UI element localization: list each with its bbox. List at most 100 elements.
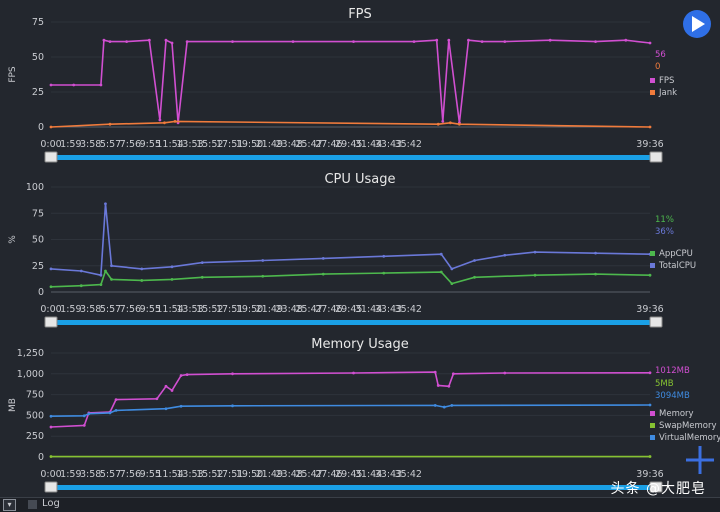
memory-usage-chart: Memory Usage 0 250 500 750 1,000 1,250 MB 0:001:… [8, 337, 720, 493]
data-point-virtualmemory [231, 404, 234, 408]
data-point-virtualmemory [82, 414, 86, 418]
legend-label: TotalCPU [658, 261, 696, 271]
data-point-jank [648, 125, 652, 129]
x-tick-label: 15:52 [196, 304, 223, 315]
y-axis-label-fps: FPS [8, 66, 18, 83]
x-tick-label: 33:43 [375, 139, 402, 150]
data-point-totalcpu [321, 257, 325, 260]
x-tick-label: 29:45 [335, 469, 362, 480]
x-tick-label: 5:57 [100, 139, 121, 150]
data-point-fps [49, 83, 53, 87]
slider-start-handle[interactable] [44, 481, 58, 493]
data-point-totalcpu [503, 253, 507, 257]
data-point-appcpu [594, 272, 597, 276]
x-tick-label: 25:47 [295, 304, 322, 315]
data-point-memory [436, 384, 440, 387]
data-point-jank [436, 122, 440, 126]
x-tick-label: 0:00 [40, 469, 61, 480]
current-value: 3094MB [655, 391, 690, 401]
data-point-totalcpu [200, 261, 204, 264]
x-tick-label: 39:36 [636, 139, 663, 150]
x-tick-label: 3:58 [80, 469, 101, 480]
data-point-appcpu [533, 273, 537, 277]
chevron-down-icon: ▾ [7, 500, 12, 509]
data-point-jank [163, 121, 166, 125]
x-tick-label: 39:36 [636, 469, 663, 480]
data-point-fps [548, 38, 552, 42]
x-tick-label: 7:56 [120, 139, 141, 150]
y-tick-label: 50 [32, 235, 44, 246]
x-tick-label: 15:52 [196, 139, 223, 150]
time-range-slider[interactable] [52, 320, 657, 325]
x-tick-label: 19:50 [236, 469, 263, 480]
data-point-appcpu [321, 272, 325, 276]
x-tick-label: 31:44 [355, 304, 382, 315]
x-tick-label: 35:42 [395, 469, 422, 480]
y-tick-label: 0 [38, 122, 44, 133]
data-point-fps [624, 38, 628, 42]
data-point-totalcpu [49, 267, 53, 271]
x-tick-label: 21:49 [256, 139, 283, 150]
fps-chart: FPS 0 25 50 75 FPS 0:001:593:585:577:569:5511:… [8, 7, 677, 163]
data-point-fps [102, 38, 106, 42]
data-point-jank [448, 121, 452, 125]
data-point-appcpu [439, 270, 443, 274]
x-tick-label: 11:54 [156, 139, 183, 150]
watermark: 头条 @大肥皂 [610, 481, 706, 497]
data-point-virtualmemory [108, 411, 112, 415]
data-point-fps [467, 38, 470, 42]
slider-end-handle[interactable] [649, 151, 663, 163]
data-point-appcpu [110, 278, 113, 281]
x-tick-label: 0:00 [40, 139, 61, 150]
log-toggle-button[interactable]: ▾ [3, 499, 16, 511]
data-point-memory [352, 371, 355, 375]
data-point-totalcpu [439, 252, 443, 256]
x-tick-label: 19:50 [236, 139, 263, 150]
x-tick-label: 9:55 [140, 304, 161, 315]
y-axis-label-memory: MB [8, 398, 18, 412]
x-tick-label: 5:57 [100, 469, 121, 480]
data-point-appcpu [200, 275, 204, 279]
x-tick-label: 29:45 [335, 139, 362, 150]
slider-start-handle[interactable] [44, 316, 58, 328]
play-button[interactable] [683, 10, 711, 38]
slider-end-handle[interactable] [649, 316, 663, 328]
current-value: 1012MB [655, 366, 690, 376]
x-tick-label: 15:52 [196, 469, 223, 480]
y-tick-label: 25 [32, 87, 44, 98]
x-tick-label: 17:51 [216, 139, 243, 150]
data-point-fps [164, 38, 168, 42]
chart-title: CPU Usage [324, 172, 395, 187]
legend-label: FPS [659, 76, 674, 86]
series-line-jank [50, 120, 651, 128]
legend-label: Jank [658, 88, 677, 98]
x-tick-label: 7:56 [120, 304, 141, 315]
add-button[interactable] [685, 446, 715, 474]
x-tick-label: 33:43 [375, 304, 402, 315]
slider-end-handle[interactable] [649, 481, 663, 493]
data-point-virtualmemory [87, 412, 91, 416]
data-point-appcpu [104, 269, 107, 273]
data-point-appcpu [49, 285, 53, 289]
cpu-usage-chart: CPU Usage 0 25 50 75 100% 0:001:593:585:577:56… [8, 172, 696, 328]
data-point-memory [503, 371, 507, 375]
data-point-fps [170, 41, 174, 45]
x-tick-label: 13:53 [176, 304, 203, 315]
y-tick-label: 250 [26, 431, 44, 442]
time-range-slider[interactable] [52, 155, 657, 160]
data-point-memory [170, 389, 174, 392]
log-checkbox[interactable] [28, 500, 37, 509]
data-point-totalcpu [594, 251, 597, 255]
data-point-swapmemory [648, 455, 652, 458]
time-range-slider[interactable] [52, 485, 657, 490]
x-tick-label: 35:42 [395, 139, 422, 150]
data-point-memory [648, 371, 652, 375]
data-point-virtualmemory [49, 414, 53, 418]
data-point-fps [108, 40, 112, 43]
legend-swatch [650, 423, 655, 428]
x-tick-label: 17:51 [216, 469, 243, 480]
y-tick-label: 75 [32, 208, 44, 219]
slider-start-handle[interactable] [44, 151, 58, 163]
legend-label: SwapMemory [659, 421, 717, 431]
